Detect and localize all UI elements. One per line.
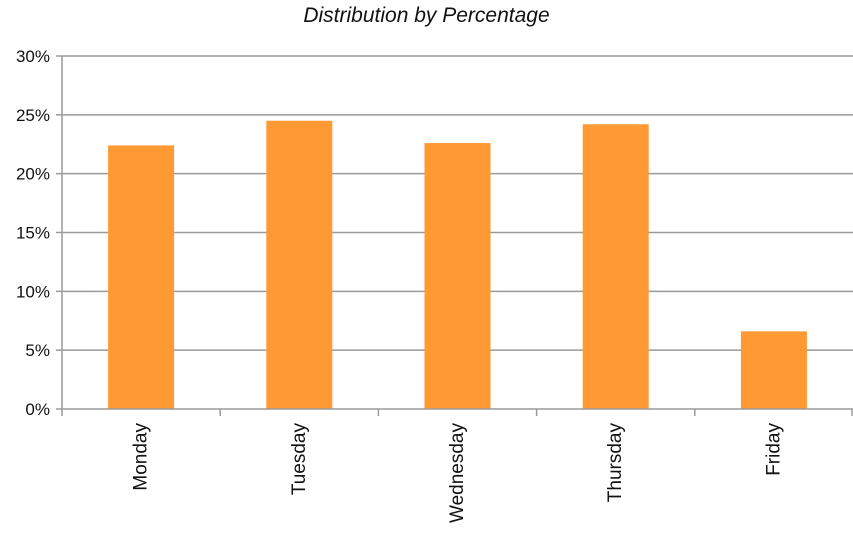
bar-tuesday xyxy=(266,120,333,409)
y-tick-label: 25% xyxy=(16,106,50,125)
y-tick-label: 15% xyxy=(16,224,50,243)
axes xyxy=(56,55,853,416)
bar-monday xyxy=(108,145,175,409)
y-tick-label: 20% xyxy=(16,165,50,184)
x-category-labels: Monday Tuesday Wednesday Thursday Friday xyxy=(131,423,785,523)
y-tick-label: 5% xyxy=(25,341,50,360)
y-tick-label: 30% xyxy=(16,47,50,66)
x-category-label: Tuesday xyxy=(289,423,310,496)
x-category-label: Friday xyxy=(763,423,784,476)
y-tick-label: 10% xyxy=(16,282,50,301)
x-category-label: Monday xyxy=(131,423,152,491)
bars xyxy=(108,120,807,409)
chart-title: Distribution by Percentage xyxy=(303,4,550,27)
y-tick-label: 0% xyxy=(25,400,50,419)
bar-thursday xyxy=(582,124,649,409)
bar-wednesday xyxy=(424,143,491,409)
x-category-label: Thursday xyxy=(605,423,626,503)
x-category-label: Wednesday xyxy=(447,423,468,523)
bar-friday xyxy=(740,331,807,409)
y-tick-labels: 0% 5% 10% 15% 20% 25% 30% xyxy=(16,47,50,419)
